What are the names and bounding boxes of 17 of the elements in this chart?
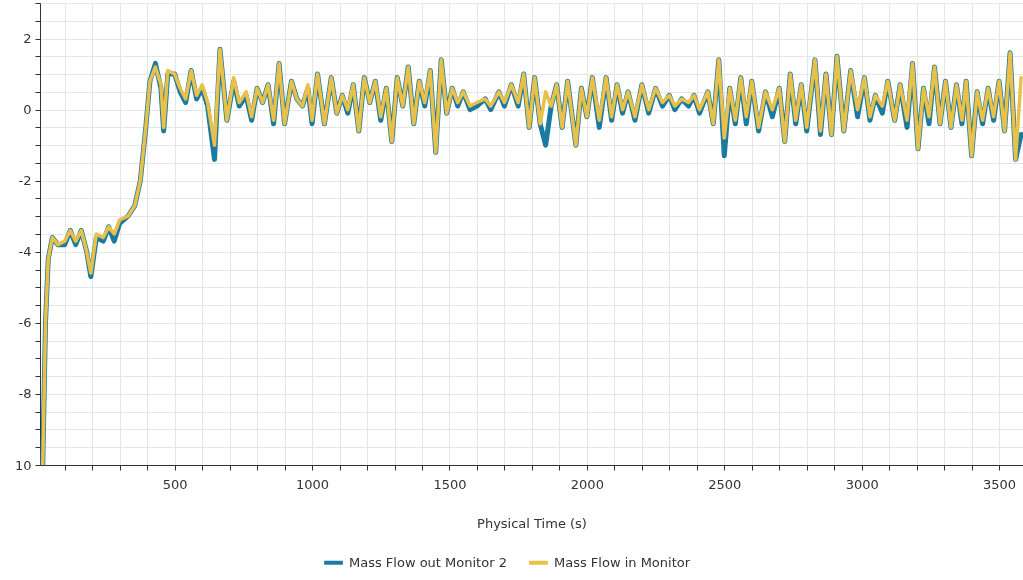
y-tick-label: -2 bbox=[18, 173, 32, 189]
legend-label: Mass Flow in Monitor bbox=[554, 554, 691, 570]
x-tick-label: 3500 bbox=[983, 476, 1017, 492]
y-tick-label: -6 bbox=[18, 315, 32, 331]
y-tick-label: 10 bbox=[14, 457, 32, 473]
legend-label: Mass Flow out Monitor 2 bbox=[349, 554, 507, 570]
x-tick-label: 1000 bbox=[296, 476, 330, 492]
x-tick-label: 2500 bbox=[708, 476, 742, 492]
x-tick-label: 3000 bbox=[845, 476, 879, 492]
y-tick-label: -4 bbox=[18, 244, 32, 260]
x-axis-title: Physical Time (s) bbox=[477, 515, 587, 531]
x-tick-label: 1500 bbox=[433, 476, 467, 492]
y-tick-label: 0 bbox=[23, 102, 32, 118]
x-tick-label: 2000 bbox=[570, 476, 604, 492]
x-tick-label: 500 bbox=[162, 476, 188, 492]
y-tick-label: -8 bbox=[18, 386, 32, 402]
y-tick-label: 2 bbox=[23, 31, 32, 47]
